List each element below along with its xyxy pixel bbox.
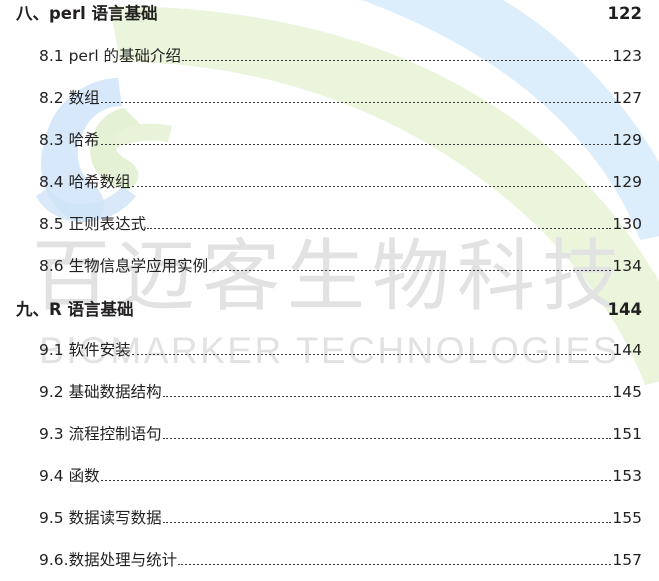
toc-leader-dots — [100, 480, 612, 481]
toc-entry[interactable]: 8.1 perl 的基础介绍 123 — [0, 44, 659, 86]
toc-leader-dots — [162, 438, 612, 439]
toc-page-number: 123 — [612, 47, 642, 65]
toc-leader-dots — [159, 18, 607, 19]
toc-entry-label: 8.5 正则表达式 — [39, 215, 147, 233]
toc-leader-dots — [100, 144, 612, 145]
toc-leader-dots — [131, 354, 612, 355]
toc-leader-dots — [131, 186, 612, 187]
toc-page-number: 134 — [612, 257, 642, 275]
toc-page-number: 129 — [612, 131, 642, 149]
toc-entry[interactable]: 8.2 数组 127 — [0, 86, 659, 128]
toc-entry[interactable]: 八、perl 语言基础 122 — [0, 0, 659, 44]
toc-entry[interactable]: 8.4 哈希数组 129 — [0, 170, 659, 212]
toc-page-number: 157 — [612, 551, 642, 569]
toc-leader-dots — [147, 228, 612, 229]
toc-entry-label: 九、R 语言基础 — [16, 300, 134, 319]
toc-page-number: 130 — [612, 215, 642, 233]
toc-entry-label: 9.3 流程控制语句 — [39, 425, 162, 443]
toc-entry[interactable]: 9.2 基础数据结构 145 — [0, 380, 659, 422]
toc-entry[interactable]: 9.6.数据处理与统计 157 — [0, 548, 659, 581]
toc-leader-dots — [182, 60, 612, 61]
toc-entry[interactable]: 9.3 流程控制语句 151 — [0, 422, 659, 464]
toc-leader-dots — [162, 522, 612, 523]
toc-entry-label: 8.6 生物信息学应用实例 — [39, 257, 209, 275]
toc-entry-label: 八、perl 语言基础 — [16, 4, 158, 23]
toc-page-number: 151 — [612, 425, 642, 443]
toc-entry-label: 8.3 哈希 — [39, 131, 100, 149]
toc-entry-label: 8.1 perl 的基础介绍 — [39, 47, 182, 65]
toc-entry-label: 8.4 哈希数组 — [39, 173, 131, 191]
toc-entry[interactable]: 8.3 哈希 129 — [0, 128, 659, 170]
toc-entry[interactable]: 九、R 语言基础 144 — [0, 296, 659, 338]
toc-page-number: 155 — [612, 509, 642, 527]
toc-entry[interactable]: 9.1 软件安装 144 — [0, 338, 659, 380]
toc-page-number: 144 — [612, 341, 642, 359]
toc-entry[interactable]: 9.4 函数 153 — [0, 464, 659, 506]
toc-leader-dots — [134, 314, 606, 315]
toc-leader-dots — [178, 564, 612, 565]
toc-page-number: 144 — [607, 300, 642, 319]
toc-leader-dots — [100, 102, 612, 103]
toc-entry-label: 9.2 基础数据结构 — [39, 383, 162, 401]
toc-entry-label: 9.1 软件安装 — [39, 341, 131, 359]
toc-leader-dots — [209, 270, 612, 271]
toc-entry[interactable]: 8.5 正则表达式 130 — [0, 212, 659, 254]
toc-page-number: 122 — [607, 4, 642, 23]
toc-page-number: 127 — [612, 89, 642, 107]
toc-entry-label: 9.6.数据处理与统计 — [39, 551, 178, 569]
toc-page-number: 145 — [612, 383, 642, 401]
toc-page-number: 129 — [612, 173, 642, 191]
toc-entry[interactable]: 9.5 数据读写数据 155 — [0, 506, 659, 548]
toc-entry-label: 8.2 数组 — [39, 89, 100, 107]
toc-entry-label: 9.4 函数 — [39, 467, 100, 485]
toc-entry-label: 9.5 数据读写数据 — [39, 509, 162, 527]
toc-leader-dots — [162, 396, 612, 397]
toc-page-number: 153 — [612, 467, 642, 485]
toc-entry[interactable]: 8.6 生物信息学应用实例 134 — [0, 254, 659, 296]
